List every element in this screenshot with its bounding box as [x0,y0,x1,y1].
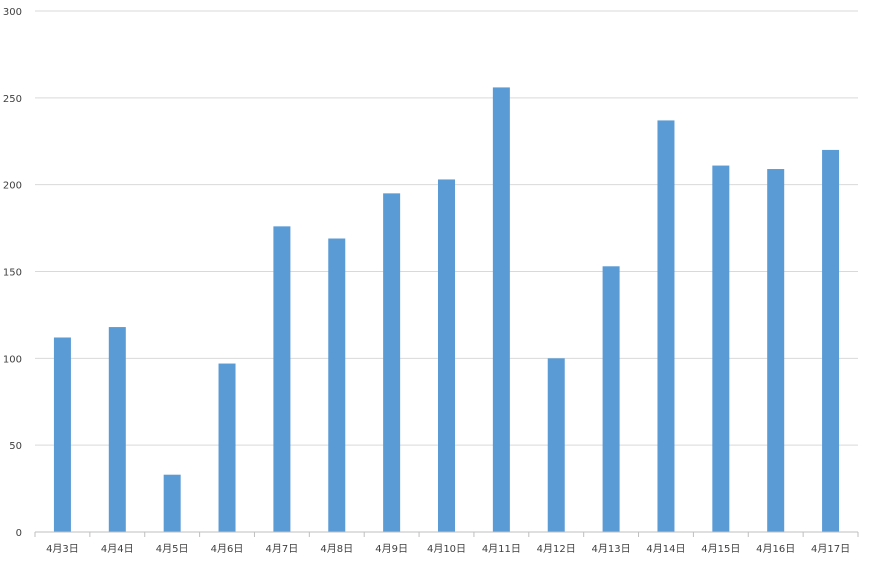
x-tick-label: 4月14日 [646,543,685,555]
y-tick-label: 0 [16,528,22,539]
x-tick-label: 4月11日 [482,543,521,555]
x-tick-label: 4月16日 [756,543,795,555]
bar-15 [822,149,840,532]
bar-2 [108,327,126,532]
x-tick-label: 4月5日 [156,543,189,555]
y-tick-label: 100 [3,354,22,365]
x-tick-label: 4月10日 [427,543,466,555]
x-tick-label: 4月17日 [811,543,850,555]
x-tick-label: 4月4日 [101,543,134,555]
bar-12 [657,120,675,532]
y-axis-tick-labels: 0 50 100 150 200 250 300 [3,7,22,539]
bars [53,87,840,532]
y-tick-label: 50 [9,441,22,452]
axes [34,531,859,537]
bar-8 [438,179,455,532]
x-tick-label: 4月15日 [701,543,740,555]
bar-4 [218,363,236,532]
y-tick-label: 200 [3,181,22,192]
bar-1 [53,337,71,532]
y-tick-label: 250 [3,94,22,105]
bar-14 [767,169,785,532]
x-tick-label: 4月8日 [320,543,353,555]
bar-5 [273,226,291,532]
bar-11 [602,266,620,532]
bar-6 [328,238,346,532]
x-tick-label: 4月9日 [375,543,408,555]
y-tick-label: 150 [3,268,22,279]
bar-7 [383,193,401,532]
x-axis-tick-labels: 4月3日 4月4日 4月5日 4月6日 4月7日 4月8日 4月9日 4月10日 4月11日 4月… [46,543,850,555]
x-tick-label: 4月12日 [537,543,576,555]
bar-10 [547,358,565,532]
x-tick-label: 4月6日 [211,543,244,555]
x-tick-label: 4月13日 [592,543,631,555]
y-tick-label: 300 [3,7,22,18]
bar-13 [712,165,730,532]
bar-3 [163,474,181,532]
x-tick-label: 4月3日 [46,543,79,555]
x-tick-label: 4月7日 [266,543,299,555]
bar-9 [492,87,510,532]
